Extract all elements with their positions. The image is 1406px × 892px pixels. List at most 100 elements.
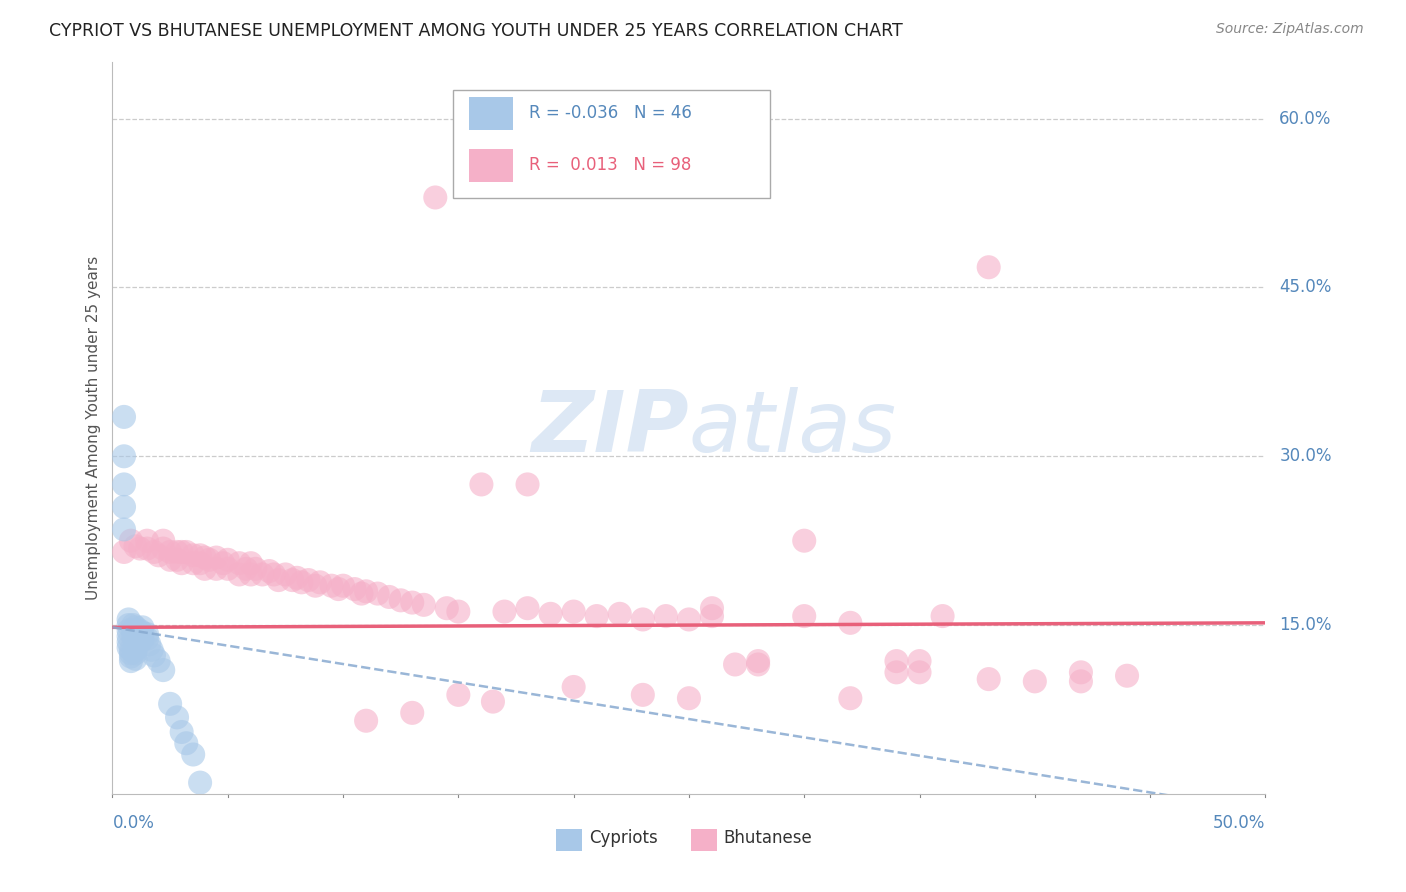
- Point: [129, 624, 152, 638]
- Point: [124, 539, 146, 553]
- Point: [304, 579, 326, 593]
- Point: [332, 579, 354, 593]
- Point: [181, 747, 204, 762]
- Point: [122, 624, 145, 638]
- Point: [494, 605, 516, 619]
- Point: [263, 567, 285, 582]
- Point: [1070, 674, 1092, 689]
- Point: [112, 545, 135, 559]
- Y-axis label: Unemployment Among Youth under 25 years: Unemployment Among Youth under 25 years: [86, 256, 101, 600]
- Point: [908, 665, 931, 680]
- Text: 30.0%: 30.0%: [1279, 447, 1331, 466]
- Point: [436, 601, 458, 615]
- Point: [235, 562, 257, 576]
- Point: [354, 584, 377, 599]
- Point: [136, 627, 159, 641]
- Point: [166, 553, 188, 567]
- Point: [281, 573, 304, 587]
- Point: [129, 635, 152, 649]
- Text: R = -0.036   N = 46: R = -0.036 N = 46: [529, 104, 692, 122]
- Point: [378, 590, 401, 604]
- Point: [1116, 669, 1139, 683]
- Point: [309, 575, 332, 590]
- Point: [166, 710, 188, 724]
- Point: [747, 657, 769, 672]
- Point: [136, 632, 159, 646]
- Point: [700, 609, 723, 624]
- Point: [516, 477, 538, 491]
- Point: [170, 556, 193, 570]
- Text: Cypriots: Cypriots: [589, 829, 658, 847]
- Point: [631, 612, 654, 626]
- Point: [700, 601, 723, 615]
- Point: [188, 775, 211, 789]
- Point: [131, 626, 153, 640]
- Point: [793, 533, 815, 548]
- Point: [117, 624, 139, 638]
- Point: [181, 549, 204, 563]
- Point: [143, 648, 166, 663]
- Point: [152, 663, 174, 677]
- Point: [609, 607, 631, 621]
- Point: [401, 596, 423, 610]
- Point: [136, 541, 159, 556]
- Point: [350, 586, 373, 600]
- Point: [252, 567, 274, 582]
- Point: [886, 654, 908, 668]
- Point: [198, 553, 221, 567]
- Point: [117, 612, 139, 626]
- Point: [181, 556, 204, 570]
- Point: [259, 564, 281, 578]
- Point: [425, 190, 447, 204]
- Bar: [557, 829, 582, 851]
- Point: [1024, 674, 1046, 689]
- Point: [516, 601, 538, 615]
- Point: [678, 612, 700, 626]
- Bar: [468, 149, 513, 181]
- Point: [212, 556, 235, 570]
- Point: [124, 643, 146, 657]
- Point: [228, 567, 250, 582]
- Point: [562, 605, 585, 619]
- Point: [188, 549, 211, 563]
- Point: [274, 567, 297, 582]
- Point: [562, 680, 585, 694]
- Point: [267, 573, 290, 587]
- Point: [205, 562, 228, 576]
- Point: [908, 654, 931, 668]
- Point: [285, 571, 308, 585]
- Point: [112, 409, 135, 424]
- Text: 45.0%: 45.0%: [1279, 278, 1331, 296]
- Point: [117, 629, 139, 643]
- Text: Bhutanese: Bhutanese: [724, 829, 813, 847]
- Point: [124, 620, 146, 634]
- Text: ZIP: ZIP: [531, 386, 689, 470]
- Point: [122, 629, 145, 643]
- Point: [131, 632, 153, 646]
- Point: [131, 620, 153, 634]
- Point: [886, 665, 908, 680]
- Point: [401, 706, 423, 720]
- Point: [112, 500, 135, 514]
- Point: [148, 654, 170, 668]
- Point: [585, 609, 607, 624]
- Point: [239, 556, 262, 570]
- Point: [217, 553, 239, 567]
- Point: [174, 736, 197, 750]
- Point: [152, 541, 174, 556]
- Point: [839, 691, 862, 706]
- Point: [194, 550, 217, 565]
- Point: [170, 725, 193, 739]
- Point: [977, 672, 1000, 686]
- Point: [977, 260, 1000, 275]
- Point: [141, 643, 163, 657]
- Point: [124, 632, 146, 646]
- Point: [152, 533, 174, 548]
- Point: [124, 646, 146, 660]
- Point: [839, 615, 862, 630]
- Point: [124, 635, 146, 649]
- Point: [112, 523, 135, 537]
- Point: [389, 593, 412, 607]
- Point: [482, 695, 505, 709]
- Point: [124, 624, 146, 638]
